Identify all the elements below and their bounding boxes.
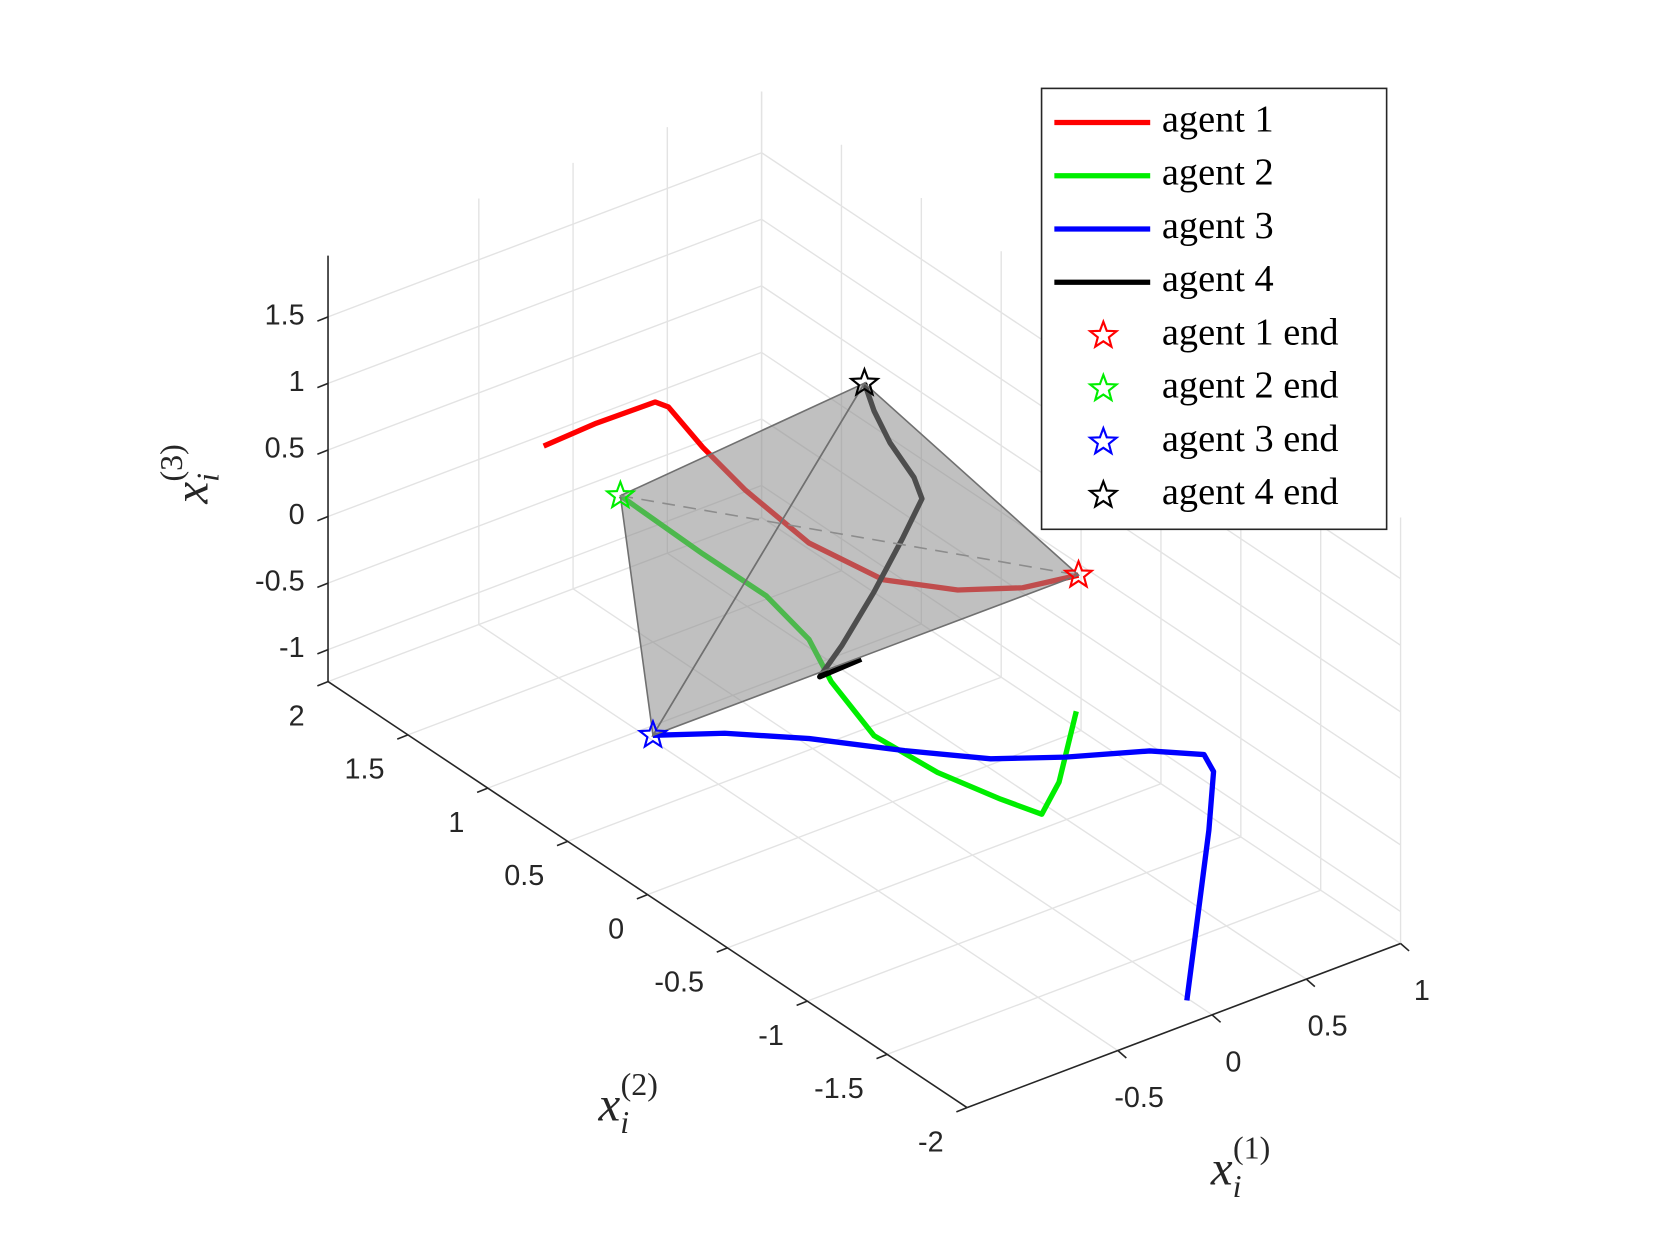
end-markers [604, 366, 1095, 749]
grid-line [807, 836, 1242, 1002]
z-tick-label: 1.5 [265, 299, 305, 331]
legend-label: agent 1 [1162, 98, 1274, 140]
grid-line [327, 285, 762, 451]
z-tick [317, 648, 329, 655]
z-label-sup: (3) [154, 444, 189, 481]
x-axis-label: xi(1) [1210, 1131, 1270, 1204]
y-tick-label: -1.5 [814, 1073, 864, 1105]
x-tick [1211, 1014, 1222, 1023]
grid-line [727, 783, 1162, 949]
x-tick [1305, 978, 1316, 988]
z-tick-label: -0.5 [255, 566, 305, 598]
legend-label: agent 3 [1162, 205, 1274, 247]
y-axis-label: xi(2) [598, 1067, 658, 1140]
hull-face [651, 381, 1081, 737]
end-marker [848, 366, 881, 397]
z-tick-label: 0 [289, 499, 305, 531]
z-tick [317, 582, 329, 589]
grid-line [327, 418, 762, 584]
legend-label: agent 3 end [1162, 418, 1339, 460]
x-tick-label: -0.5 [1114, 1082, 1164, 1114]
z-tick-label: -1 [279, 632, 305, 664]
x-tick [1117, 1049, 1127, 1059]
y-tick [956, 1106, 968, 1113]
legend-marker [1087, 318, 1120, 350]
legend: agent 1 agent 1 end agent 2 agent 2 end agen… [1040, 87, 1388, 531]
y-tick-label: 0.5 [504, 860, 544, 892]
x-label-sup: (1) [1233, 1131, 1270, 1166]
y-label-sup: (2) [621, 1067, 658, 1102]
x-label-var: x [1210, 1140, 1233, 1195]
y-tick [476, 787, 489, 794]
y-tick-label: 1 [448, 807, 464, 839]
y-tick [636, 893, 648, 900]
legend-label: agent 4 end [1162, 471, 1339, 513]
y-tick-label: 2 [289, 700, 305, 732]
x-axis-line [966, 942, 1401, 1109]
x-tick [1400, 942, 1410, 952]
grid-line [567, 676, 1002, 842]
y-tick-label: -0.5 [654, 967, 704, 999]
z-label-var: x [164, 482, 219, 505]
legend-label: agent 2 end [1162, 365, 1339, 407]
z-tick-label: 0.5 [265, 433, 305, 465]
grid-line [327, 351, 762, 518]
legend-label: agent 4 [1162, 258, 1274, 300]
legend-marker [1087, 371, 1120, 403]
y-tick [796, 1000, 808, 1007]
grid-line [327, 152, 762, 318]
y-tick-label: -2 [918, 1126, 944, 1158]
y-tick [317, 680, 329, 687]
y-tick-label: 1.5 [344, 754, 384, 786]
x-tick-label: 0.5 [1308, 1011, 1348, 1043]
legend-box [1040, 87, 1388, 531]
hull-edge [620, 494, 1079, 576]
y-label-sub: i [620, 1105, 629, 1140]
grid-line [886, 889, 1321, 1055]
x-label-sub: i [1233, 1169, 1242, 1204]
end-marker [636, 718, 670, 749]
legend-label: agent 1 end [1162, 311, 1339, 353]
axes: -1 -0.5 0 0.5 1 1.5 -2 -1.5 -1 -0.5 0 0.5 1 1.5 2 -0.5 0… [255, 255, 1430, 1158]
z-axis-label: xi(3) [154, 444, 225, 504]
y-tick-label: -1 [758, 1020, 784, 1052]
trajectory [652, 730, 1217, 1001]
y-label-var: x [598, 1076, 621, 1131]
x-tick-label: 0 [1225, 1046, 1241, 1078]
y-tick [876, 1053, 888, 1060]
y-tick [396, 734, 409, 740]
z-tick-label: 1 [289, 366, 305, 398]
legend-marker [1087, 478, 1120, 509]
legend-label: agent 2 [1162, 152, 1274, 194]
end-marker [1062, 558, 1095, 589]
z-label-sub: i [190, 473, 225, 482]
grid-line [327, 218, 762, 385]
y-tick [556, 840, 568, 847]
grid-line [478, 623, 1119, 1052]
x-tick-label: 1 [1414, 975, 1430, 1007]
legend-marker [1087, 425, 1120, 456]
y-tick-label: 0 [608, 913, 624, 945]
z-tick [317, 449, 329, 455]
plot: -1 -0.5 0 0.5 1 1.5 -2 -1.5 -1 -0.5 0 0.5 1 1.5 2 -0.5 0… [154, 87, 1430, 1204]
y-tick [716, 947, 728, 953]
end-marker [604, 478, 637, 510]
z-tick [317, 316, 329, 322]
hull [619, 381, 1081, 738]
z-tick [317, 515, 329, 522]
z-tick [317, 382, 329, 389]
